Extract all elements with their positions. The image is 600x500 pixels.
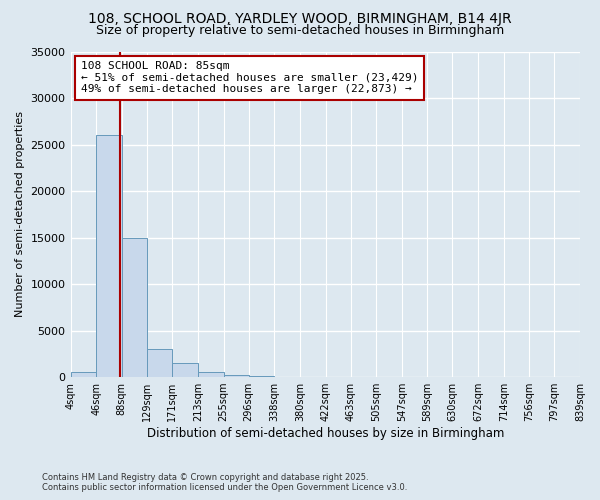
Bar [248, 376, 274, 377]
Bar [71, 372, 96, 377]
Bar [172, 363, 198, 377]
Text: 108, SCHOOL ROAD, YARDLEY WOOD, BIRMINGHAM, B14 4JR: 108, SCHOOL ROAD, YARDLEY WOOD, BIRMINGH… [88, 12, 512, 26]
Y-axis label: Number of semi-detached properties: Number of semi-detached properties [15, 112, 25, 318]
Text: 108 SCHOOL ROAD: 85sqm
← 51% of semi-detached houses are smaller (23,429)
49% of: 108 SCHOOL ROAD: 85sqm ← 51% of semi-det… [81, 62, 418, 94]
Bar [147, 349, 172, 377]
Text: Contains HM Land Registry data © Crown copyright and database right 2025.
Contai: Contains HM Land Registry data © Crown c… [42, 473, 407, 492]
X-axis label: Distribution of semi-detached houses by size in Birmingham: Distribution of semi-detached houses by … [146, 427, 504, 440]
Bar [224, 375, 248, 377]
Text: Size of property relative to semi-detached houses in Birmingham: Size of property relative to semi-detach… [96, 24, 504, 37]
Bar [122, 238, 147, 377]
Bar [198, 372, 224, 377]
Bar [96, 135, 122, 377]
